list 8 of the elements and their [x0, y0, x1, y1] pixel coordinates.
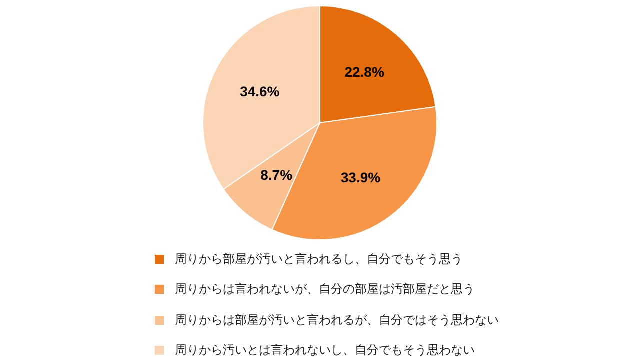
legend-label: 周りからは言われないが、自分の部屋は汚部屋だと思う — [175, 281, 475, 298]
legend-label: 周りからは部屋が汚いと言われるが、自分ではそう思わない — [175, 312, 499, 329]
data-label: 22.8% — [344, 64, 385, 80]
data-label: 34.6% — [240, 83, 280, 100]
data-label: 33.9% — [340, 169, 382, 186]
legend-label: 周りから部屋が汚いと言われるし、自分でもそう思う — [175, 250, 463, 268]
legend-label: 周りから汚いとは言われないし、自分でもそう思わない — [175, 342, 475, 357]
data-label: 8.7% — [260, 167, 294, 184]
